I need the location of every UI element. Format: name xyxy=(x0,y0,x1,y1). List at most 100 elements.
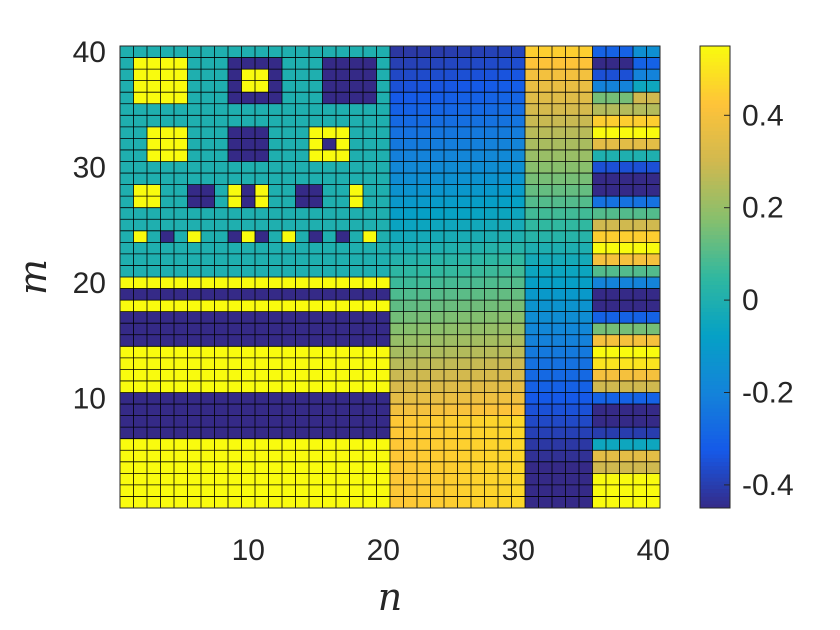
plot-frame xyxy=(119,45,661,509)
heatmap-cell xyxy=(214,438,229,451)
heatmap-cell xyxy=(484,427,499,439)
heatmap-cell xyxy=(201,450,215,463)
heatmap-cell xyxy=(295,80,310,93)
heatmap-cell xyxy=(228,207,242,220)
heatmap-cell xyxy=(592,69,607,81)
heatmap-cell xyxy=(376,184,391,197)
heatmap-cell xyxy=(322,461,337,474)
heatmap-cell xyxy=(201,242,215,255)
heatmap-cell xyxy=(484,103,499,116)
heatmap-cell xyxy=(552,161,566,174)
heatmap-cell xyxy=(309,334,323,347)
heatmap-cell xyxy=(282,346,296,359)
heatmap-cell xyxy=(282,230,296,243)
heatmap-cell xyxy=(606,415,620,428)
heatmap-cell xyxy=(646,380,661,393)
heatmap-cell xyxy=(295,346,310,359)
heatmap-cell xyxy=(633,427,647,439)
heatmap-cell xyxy=(133,323,148,336)
heatmap-cell xyxy=(444,380,458,393)
heatmap-cell xyxy=(430,496,445,509)
heatmap-cell xyxy=(511,484,526,497)
heatmap-cell xyxy=(228,219,242,232)
heatmap-cell xyxy=(646,438,661,451)
heatmap-cell xyxy=(390,242,404,255)
heatmap-cell xyxy=(322,46,337,58)
heatmap-cell xyxy=(471,149,485,162)
heatmap-cell xyxy=(268,265,283,278)
heatmap-cell xyxy=(133,69,148,81)
heatmap-cell xyxy=(606,323,620,336)
heatmap-cell xyxy=(268,346,283,359)
heatmap-cell xyxy=(133,461,148,474)
heatmap-cell xyxy=(349,311,364,324)
heatmap-cell xyxy=(619,357,634,370)
heatmap-cell xyxy=(120,69,134,81)
heatmap-cell xyxy=(579,57,593,70)
heatmap-cell xyxy=(525,357,539,370)
heatmap-cell xyxy=(174,496,188,509)
heatmap-cell xyxy=(187,149,202,162)
heatmap-cell xyxy=(147,196,161,208)
heatmap-cell xyxy=(457,473,472,486)
heatmap-cell xyxy=(633,115,647,128)
heatmap-cell xyxy=(633,69,647,81)
heatmap-cell xyxy=(552,392,566,405)
heatmap-cell xyxy=(363,323,377,336)
heatmap-cell xyxy=(187,323,202,336)
heatmap-cell xyxy=(255,496,269,509)
heatmap-cell xyxy=(349,496,364,509)
heatmap-cell xyxy=(471,346,485,359)
heatmap-cell xyxy=(174,196,188,208)
heatmap-cell xyxy=(241,311,256,324)
heatmap-cell xyxy=(133,57,148,70)
heatmap-cell xyxy=(471,161,485,174)
heatmap-cell xyxy=(363,392,377,405)
heatmap-cell xyxy=(565,369,580,382)
heatmap-cell xyxy=(187,242,202,255)
heatmap-cell xyxy=(160,311,175,324)
heatmap-cell xyxy=(241,126,256,139)
heatmap-cell xyxy=(147,323,161,336)
heatmap-cell xyxy=(120,149,134,162)
heatmap-cell xyxy=(633,265,647,278)
heatmap-cell xyxy=(484,311,499,324)
heatmap-cell xyxy=(268,115,283,128)
x-tick-label: 10 xyxy=(232,534,265,567)
heatmap-cell xyxy=(511,473,526,486)
heatmap-cell xyxy=(403,69,418,81)
heatmap-cell xyxy=(376,380,391,393)
heatmap-cell xyxy=(160,461,175,474)
heatmap-cell xyxy=(471,46,485,58)
heatmap-cell xyxy=(619,69,634,81)
colorbar-segment xyxy=(700,65,730,70)
heatmap-cell xyxy=(282,461,296,474)
heatmap-cell xyxy=(444,311,458,324)
heatmap-cell xyxy=(525,196,539,208)
heatmap-cell xyxy=(336,484,350,497)
colorbar-tick-label: 0.2 xyxy=(742,192,784,225)
heatmap-cell xyxy=(228,288,242,301)
heatmap-cell xyxy=(552,196,566,208)
heatmap-cell xyxy=(147,277,161,289)
heatmap-cell xyxy=(309,473,323,486)
heatmap-cell xyxy=(606,392,620,405)
heatmap-cell xyxy=(295,380,310,393)
heatmap-cell xyxy=(471,80,485,93)
heatmap-cell xyxy=(646,196,661,208)
heatmap-cell xyxy=(147,184,161,197)
heatmap-cell xyxy=(525,438,539,451)
heatmap-cell xyxy=(552,357,566,370)
heatmap-cell xyxy=(214,461,229,474)
heatmap-cell xyxy=(565,80,580,93)
heatmap-cell xyxy=(376,277,391,289)
heatmap-cell xyxy=(282,415,296,428)
heatmap-cell xyxy=(430,149,445,162)
heatmap-cell xyxy=(241,277,256,289)
heatmap-cell xyxy=(160,265,175,278)
heatmap-cell xyxy=(619,277,634,289)
heatmap-cell xyxy=(282,149,296,162)
heatmap-cell xyxy=(403,161,418,174)
heatmap-cell xyxy=(133,357,148,370)
heatmap-cell xyxy=(606,334,620,347)
